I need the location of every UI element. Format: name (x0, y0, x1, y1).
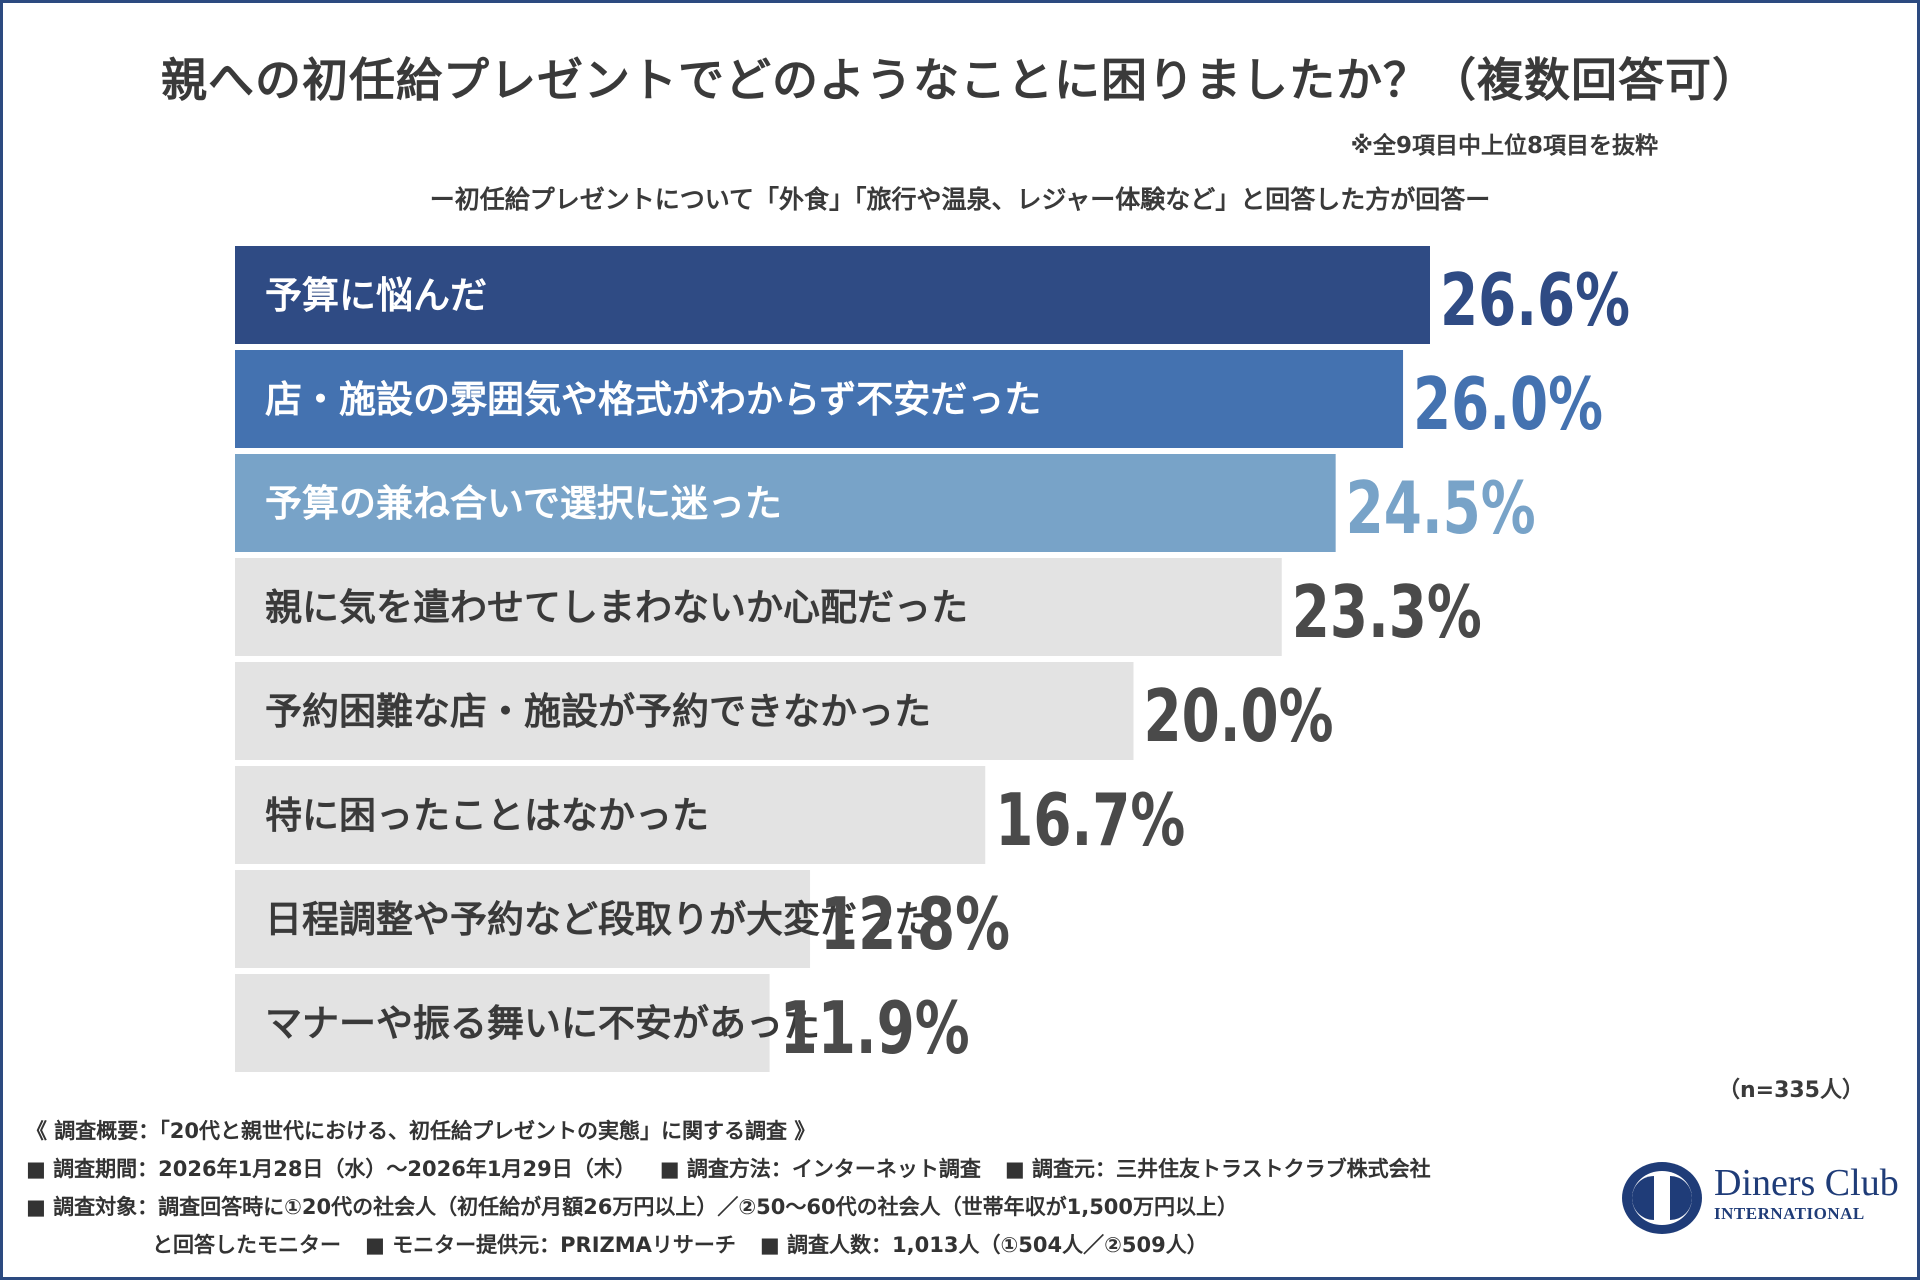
bar-label-5: 予約困難な店・施設が予約できなかった (265, 690, 931, 733)
bar-label-1: 予算に悩んだ (265, 274, 487, 317)
value-label-5: 20.0% (1143, 674, 1333, 758)
survey-target-cont: と回答したモニター (152, 1233, 341, 1257)
bar-label-3: 予算の兼ね合いで選択に迷った (265, 482, 782, 525)
value-label-3: 24.5% (1346, 466, 1536, 550)
value-label-2: 26.0% (1413, 362, 1603, 446)
survey-period: ■ 調査期間：2026年1月28日（水）〜2026年1月29日（木） (26, 1157, 636, 1181)
survey-summary: 《 調査概要：「20代と親世代における、初任給プレゼントの実態」に関する調査 》… (26, 1112, 1431, 1264)
value-label-4: 23.3% (1292, 570, 1482, 654)
survey-row-3: と回答したモニター ■ モニター提供元：PRIZMAリサーチ ■ 調査人数：1,01… (26, 1226, 1431, 1264)
survey-provider: ■ モニター提供元：PRIZMAリサーチ (365, 1233, 736, 1257)
bar-8 (235, 974, 770, 1072)
value-label-6: 16.7% (995, 778, 1185, 862)
bar-4 (235, 558, 1282, 656)
survey-target: ■ 調査対象：調査回答時に①20代の社会人（初任給が月額26万円以上）／②50〜… (26, 1195, 1239, 1219)
survey-heading: 《 調査概要：「20代と親世代における、初任給プレゼントの実態」に関する調査 》 (26, 1119, 816, 1143)
survey-source: ■ 調査元：三井住友トラストクラブ株式会社 (1004, 1157, 1431, 1181)
bar-label-6: 特に困ったことはなかった (265, 794, 709, 837)
bar-2 (235, 350, 1404, 448)
bar-label-8: マナーや振る舞いに不安があった (265, 1002, 820, 1045)
bar-label-4: 親に気を遣わせてしまわないか心配だった (265, 586, 968, 629)
bar-label-7: 日程調整や予約など段取りが大変だった (265, 898, 931, 941)
survey-row-1: ■ 調査期間：2026年1月28日（水）〜2026年1月29日（木） ■ 調査方法… (26, 1150, 1431, 1188)
chart-note: ※全9項目中上位8項目を抜粋 (1350, 133, 1658, 159)
chart-title: 親への初任給プレゼントでどのようなことに困りましたか？（複数回答可） (161, 53, 1759, 107)
bar-1 (235, 246, 1430, 344)
survey-method: ■ 調査方法：インターネット調査 (659, 1157, 981, 1181)
bar-label-2: 店・施設の雰囲気や格式がわからず不安だった (265, 378, 1041, 421)
sample-size: （n=335人） (1717, 1078, 1864, 1103)
chart-subtitle: ー初任給プレゼントについて「外食」「旅行や温泉、レジャー体験など」と回答した方が… (429, 185, 1491, 214)
logo-name: Diners Club (1714, 1162, 1899, 1204)
survey-respondents: ■ 調査人数：1,013人（①504人／②509人） (759, 1233, 1208, 1257)
bar-5 (235, 662, 1134, 760)
value-label-7: 12.8% (820, 882, 1010, 966)
value-label-1: 26.6% (1440, 258, 1630, 342)
bar-7 (235, 870, 811, 968)
diners-club-logo-icon (1622, 1162, 1702, 1234)
value-label-8: 11.9% (780, 986, 970, 1070)
logo-sub: INTERNATIONAL (1714, 1204, 1865, 1223)
bar-3 (235, 454, 1336, 552)
bar-6 (235, 766, 986, 864)
logo-wordmark: Diners Club INTERNATIONAL (1714, 1162, 1899, 1224)
